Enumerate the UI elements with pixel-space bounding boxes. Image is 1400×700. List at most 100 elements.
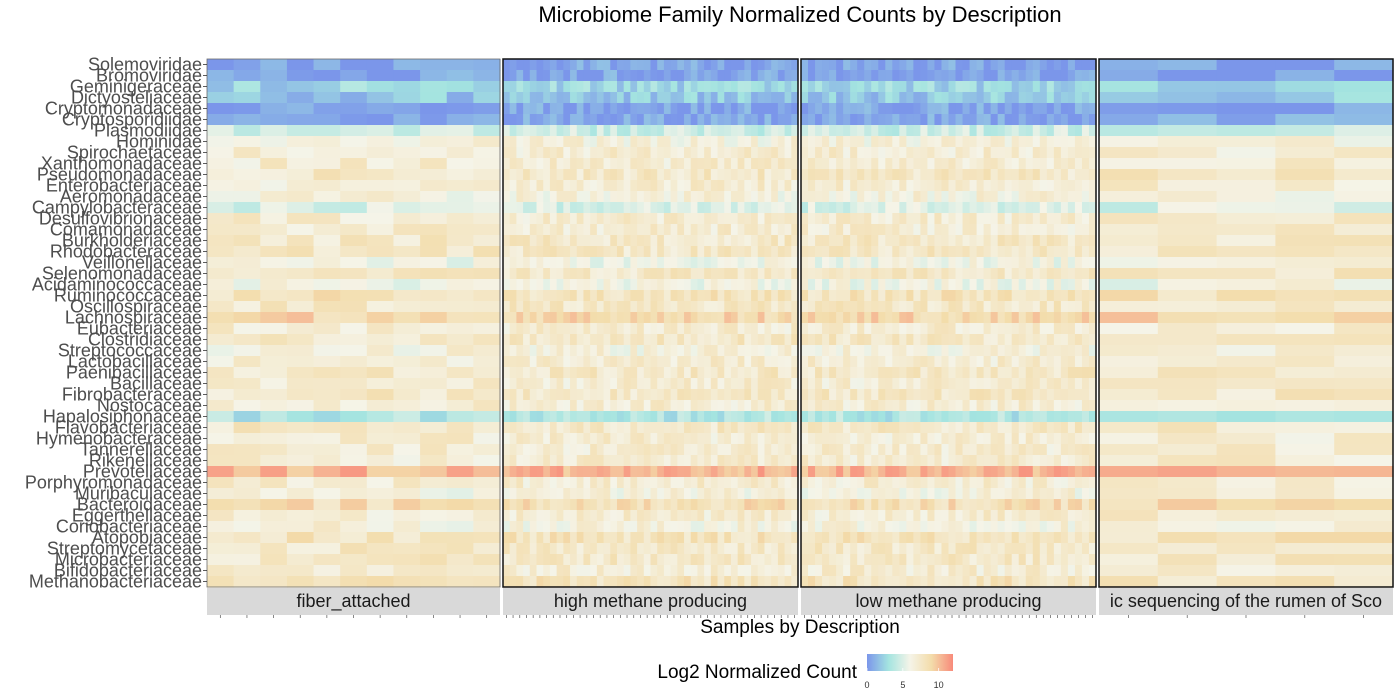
heatmap-cell [643,510,652,522]
heatmap-cell [704,169,712,181]
heatmap-cell [1088,521,1097,533]
heatmap-cell [808,92,816,104]
heatmap-cell [576,455,585,467]
heatmap-cell [737,543,745,555]
heatmap-cell [1046,477,1055,489]
heatmap-cell [948,279,957,291]
heatmap-cell [948,565,957,577]
heatmap-cell [906,477,914,489]
heatmap-cell [1099,213,1159,225]
heatmap-cell [1046,455,1055,467]
heatmap-cell [1053,400,1062,412]
heatmap-cell [670,565,678,577]
heatmap-cell [623,466,631,478]
heatmap-cell [857,257,865,269]
heatmap-cell [583,356,591,368]
heatmap-cell [630,565,638,577]
heatmap-cell [576,565,585,577]
heatmap-cell [516,246,524,258]
heatmap-cell [1032,356,1041,368]
heatmap-cell [829,224,837,236]
heatmap-cell [603,202,611,214]
heatmap-cell [1081,290,1090,302]
heatmap-cell [643,477,652,489]
heatmap-cell [1081,389,1090,401]
heatmap-cell [630,70,638,82]
heatmap-cell [791,543,799,555]
heatmap-cell [420,345,448,357]
heatmap-cell [815,543,823,555]
heatmap-cell [556,334,564,346]
heatmap-cell [948,81,957,93]
heatmap-cell [563,257,571,269]
y-tick-label: Methanobacteriaceae [29,572,202,592]
heatmap-cell [871,543,879,555]
heatmap-cell [969,81,978,93]
heatmap-cell [791,191,799,203]
heatmap-cell [724,246,732,258]
heatmap-cell [690,389,699,401]
heatmap-cell [1053,565,1062,577]
heatmap-cell [1011,323,1020,335]
heatmap-cell [955,125,964,137]
heatmap-cell [1275,147,1335,159]
heatmap-cell [808,411,816,423]
heatmap-cell [791,301,799,313]
heatmap-cell [1046,433,1055,445]
heatmap-cell [663,543,672,555]
heatmap-cell [563,510,571,522]
heatmap-cell [704,114,712,126]
heatmap-cell [1060,576,1069,588]
heatmap-cell [583,411,591,423]
heatmap-cell [543,158,551,170]
heatmap-cell [704,433,712,445]
heatmap-cell [596,455,605,467]
heatmap-cell [637,389,645,401]
heatmap-cell [784,268,792,280]
heatmap-cell [366,510,395,522]
heatmap-cell [1081,521,1090,533]
heatmap-cell [983,125,992,137]
heatmap-cell [1216,433,1276,445]
heatmap-cell [920,532,929,544]
heatmap-cell [516,290,524,302]
heatmap-cell [529,103,538,115]
heatmap-cell [536,510,544,522]
heatmap-cell [737,224,745,236]
heatmap-cell [556,224,564,236]
heatmap-cell [764,356,772,368]
heatmap-cell [1039,411,1048,423]
heatmap-cell [784,532,792,544]
heatmap-cell [1067,433,1076,445]
heatmap-cell [260,136,288,148]
heatmap-cell [549,136,558,148]
heatmap-cell [1060,367,1069,379]
heatmap-cell [801,554,809,566]
heatmap-cell [829,488,837,500]
heatmap-cell [1275,466,1335,478]
heatmap-cell [1039,356,1048,368]
heatmap-cell [690,521,699,533]
heatmap-cell [885,257,893,269]
heatmap-cell [556,400,564,412]
heatmap-cell [710,356,719,368]
heatmap-cell [233,521,261,533]
heatmap-cell [815,147,823,159]
heatmap-cell [899,565,907,577]
heatmap-cell [997,521,1006,533]
heatmap-cell [366,70,395,82]
heatmap-cell [1216,125,1276,137]
heatmap-cell [529,279,538,291]
heatmap-cell [313,279,341,291]
heatmap-cell [941,466,950,478]
heatmap-cell [643,268,652,280]
heatmap-cell [704,202,712,214]
heatmap-cell [899,367,907,379]
heatmap-cell [1081,257,1090,269]
y-tick-label: Lactobacillaceae [68,352,202,372]
heatmap-cell [207,92,235,104]
heatmap-cell [836,444,844,456]
heatmap-cell [690,334,699,346]
heatmap-cell [808,510,816,522]
heatmap-cell [1039,70,1048,82]
